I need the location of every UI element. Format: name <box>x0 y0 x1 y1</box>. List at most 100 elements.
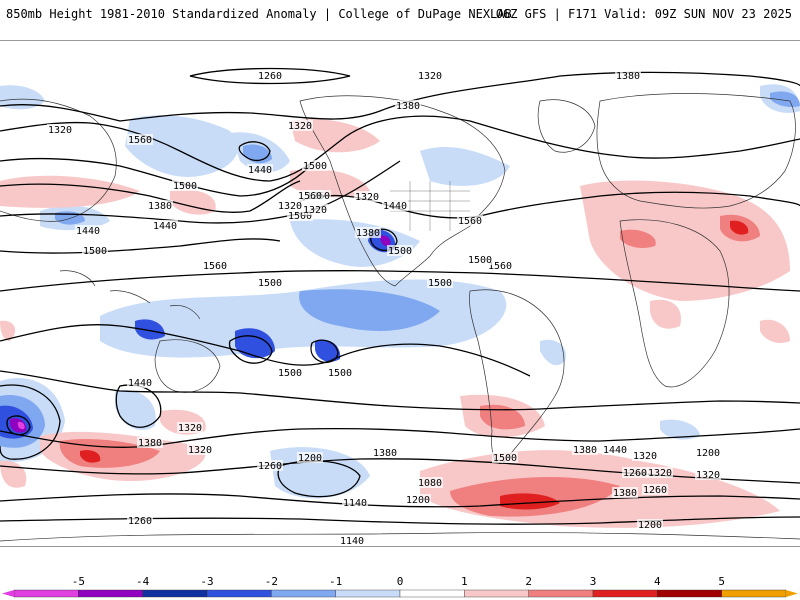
run-info: 06Z GFS | F171 Valid: 09Z SUN NOV 23 202… <box>495 7 792 21</box>
contour-label: 1260 <box>128 516 152 527</box>
contour-label: 1500 <box>468 255 492 266</box>
colorbar-tick-label: 1 <box>461 575 468 588</box>
north-america-coast <box>299 95 506 287</box>
contour-labels: 1260 1320 1380 1320 1260 1380 1320 1560 1440 1500… <box>47 70 721 546</box>
colorbar-tick-label: -3 <box>200 575 213 588</box>
contour-label: 1500 <box>83 246 107 257</box>
contour-label: 1200 <box>406 495 430 506</box>
contour-label: 1500 <box>288 211 312 222</box>
colorbar-swatches <box>2 589 798 598</box>
contour-label-bg <box>487 260 513 271</box>
contour-label: 1500 <box>258 278 282 289</box>
contour-label: 1500 <box>278 368 302 379</box>
colorbar-tick-label: 3 <box>590 575 597 588</box>
contour-label-bg <box>637 519 663 530</box>
contour-label-bg <box>457 215 483 226</box>
colorbar-swatch <box>78 589 143 598</box>
contour-label: 1500 <box>328 368 352 379</box>
contour-label-bg <box>647 467 673 478</box>
neg-anomaly-area <box>540 339 566 366</box>
contour-label: 1380 <box>138 438 162 449</box>
height-contours <box>0 67 800 525</box>
contour-label: 1260 <box>643 485 667 496</box>
se-asia-islands <box>59 270 201 320</box>
contour-label: 1440 <box>383 201 407 212</box>
contour-label-bg <box>417 70 443 81</box>
contour-line <box>0 157 311 197</box>
eurasia-coast <box>596 93 796 209</box>
colorbar-tick-label: -5 <box>72 575 85 588</box>
pos-anomaly-area <box>80 450 101 463</box>
contour-line <box>277 460 361 498</box>
contour-label-bg <box>287 210 313 221</box>
contour-label: 1320 <box>355 192 379 203</box>
contour-label: 1500 <box>303 161 327 172</box>
contour-label-bg <box>152 220 178 231</box>
contour-label: 1380 <box>396 101 420 112</box>
neg-anomaly-area <box>290 219 420 267</box>
contour-label: 1320 <box>278 201 302 212</box>
contour-line <box>189 67 351 85</box>
contour-label: 1380 <box>616 71 640 82</box>
contour-label: 1380 <box>148 201 172 212</box>
contour-label: 1260 <box>623 468 647 479</box>
asia-east-coast <box>0 98 117 222</box>
contour-label-bg <box>177 422 203 433</box>
pos-anomaly-area <box>0 320 16 341</box>
contour-label-bg <box>354 191 380 202</box>
weather-map: 1260 1320 1380 1320 1260 1380 1320 1560 1440 1500… <box>0 40 800 547</box>
contour-label-bg <box>695 447 721 458</box>
contour-label-bg <box>387 245 413 256</box>
neg-anomaly-area <box>420 146 510 186</box>
colorbar-left-arrow <box>2 590 14 597</box>
colorbar-tick-label: -1 <box>329 575 342 588</box>
contour-label: 1560 <box>458 216 482 227</box>
coastlines <box>0 93 800 542</box>
anomaly-shading <box>0 84 800 528</box>
contour-label: 1380 <box>356 228 380 239</box>
contour-label: 1320 <box>418 71 442 82</box>
contour-label-bg <box>612 487 638 498</box>
contour-label: 1500 <box>388 246 412 257</box>
contour-label: 1440 <box>603 445 627 456</box>
contour-label-bg <box>395 100 421 111</box>
contour-label-bg <box>372 447 398 458</box>
contour-label-bg <box>492 452 518 463</box>
contour-label: 1260 <box>258 71 282 82</box>
state-borders <box>390 181 470 231</box>
anomaly-colorbar: -5 -4 -3 -2 -1 0 1 2 3 4 5 <box>2 575 798 598</box>
greenland-coast <box>537 99 596 153</box>
contour-label-bg <box>427 277 453 288</box>
contour-label: 1200 <box>638 520 662 531</box>
neg-anomaly-area <box>0 85 45 110</box>
contour-line <box>238 141 271 162</box>
colorbar-swatch <box>142 589 208 598</box>
pos-anomaly-area <box>0 460 27 488</box>
contour-line <box>0 238 281 254</box>
contour-label-bg <box>342 497 368 508</box>
contour-label-bg <box>467 254 493 265</box>
contour-line <box>6 415 31 436</box>
contour-label-bg <box>572 444 598 455</box>
contour-label-bg <box>202 260 228 271</box>
map-canvas: 1260 1320 1380 1320 1260 1380 1320 1560 1440 1500… <box>0 67 800 546</box>
colorbar-right-arrow <box>786 590 798 597</box>
colorbar-swatch <box>528 589 594 598</box>
contour-label: 1560 <box>128 135 152 146</box>
colorbar-tick-label: -4 <box>136 575 150 588</box>
contour-label-bg <box>405 494 431 505</box>
contour-label-bg <box>257 460 283 471</box>
neg-anomaly-area <box>770 91 800 108</box>
colorbar-tick-label: 5 <box>718 575 725 588</box>
contour-label-bg <box>382 200 408 211</box>
contour-label: 1320 <box>48 125 72 136</box>
contour-label: 1380 <box>573 445 597 456</box>
contour-label: 1320 <box>288 121 312 132</box>
contour-label: 1380 <box>613 488 637 499</box>
colorbar-swatch <box>335 589 401 598</box>
contour-label: 1320 <box>178 423 202 434</box>
contour-line <box>0 384 61 460</box>
neg-anomaly-area <box>115 390 156 430</box>
contour-label: 1560 <box>203 261 227 272</box>
colorbar-tick-label: 2 <box>525 575 532 588</box>
